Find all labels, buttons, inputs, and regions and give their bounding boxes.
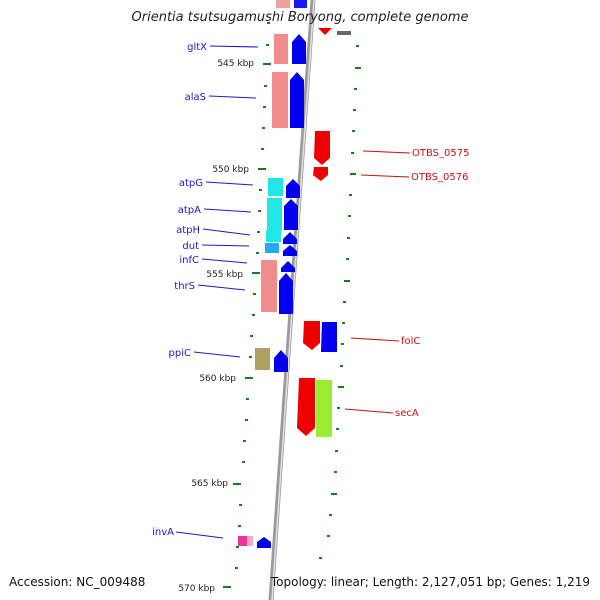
gene-box-atpA[interactable] (267, 198, 282, 230)
feature-top-red (318, 28, 332, 35)
gene-label-gltX[interactable]: gltX (187, 42, 207, 53)
gene-arrow-infC[interactable] (281, 261, 295, 272)
left-label-leaders (175, 45, 259, 539)
gene-label-alaS[interactable]: alaS (185, 92, 206, 103)
gene-box-alaS[interactable] (272, 72, 288, 128)
right-features (297, 131, 337, 437)
kbp-label: 545 kbp (217, 59, 254, 69)
feature-top-grey (337, 31, 351, 35)
gene-label-infC[interactable]: infC (179, 255, 199, 266)
gene-box-atpG[interactable] (268, 178, 283, 196)
left-features (238, 34, 306, 548)
gene-label-OTBS_0575[interactable]: OTBS_0575 (412, 148, 469, 159)
kbp-label: 570 kbp (178, 584, 215, 594)
gene-label-invA[interactable]: invA (152, 527, 174, 538)
kbp-ruler: 545 kbp 550 kbp 555 kbp 560 kbp 565 kbp … (178, 59, 271, 594)
kbp-tick (245, 377, 253, 379)
gene-box-invA-2[interactable] (247, 536, 253, 546)
gene-arrow-invA[interactable] (257, 537, 271, 548)
left-labels: gltX alaS atpG atpA atpH dut infC thrS p… (152, 42, 207, 538)
gene-label-ppiC[interactable]: ppiC (169, 348, 191, 359)
gene-box-secA[interactable] (316, 380, 332, 437)
gene-label-OTBS_0576[interactable]: OTBS_0576 (411, 172, 468, 183)
feature-top-blue (294, 0, 307, 8)
kbp-tick (233, 483, 241, 485)
gene-box-invA[interactable] (238, 536, 247, 546)
gene-label-folC[interactable]: folC (401, 336, 420, 347)
minor-ticks (235, 22, 361, 569)
gene-label-dut[interactable]: dut (182, 241, 199, 252)
gene-label-atpG[interactable]: atpG (179, 178, 203, 189)
gene-arrow-secA-red[interactable] (297, 378, 315, 436)
gene-arrow-thrS[interactable] (279, 273, 293, 314)
gene-label-secA[interactable]: secA (395, 408, 419, 419)
kbp-tick (258, 168, 266, 170)
gene-arrow-atpH[interactable] (283, 232, 297, 244)
accession-label: Accession: NC_009488 (9, 575, 146, 589)
gene-arrow-folC-blue[interactable] (321, 322, 337, 352)
kbp-tick (223, 586, 231, 588)
gene-arrow-dut[interactable] (283, 245, 297, 256)
kbp-tick (263, 63, 271, 65)
gene-box-dut[interactable] (265, 243, 279, 253)
genome-title: Orientia tsutsugamushi Boryong, complete… (131, 10, 469, 25)
right-labels: OTBS_0575 OTBS_0576 folC secA (395, 148, 469, 419)
feature-top-pink (276, 0, 290, 8)
gene-arrow-OTBS_0576[interactable] (313, 167, 328, 181)
gene-arrow-OTBS_0575[interactable] (314, 131, 330, 165)
gene-label-thrS[interactable]: thrS (174, 281, 195, 292)
gene-label-atpA[interactable]: atpA (178, 205, 201, 216)
gene-box-ppiC[interactable] (255, 348, 270, 370)
gene-box-atpH[interactable] (266, 230, 281, 242)
gene-box-gltX[interactable] (274, 34, 288, 64)
kbp-label: 555 kbp (206, 270, 243, 280)
gene-arrow-alaS[interactable] (290, 72, 304, 128)
genome-summary: Topology: linear; Length: 2,127,051 bp; … (270, 575, 590, 589)
gene-label-atpH[interactable]: atpH (176, 225, 200, 236)
kbp-tick (252, 272, 260, 274)
kbp-label: 550 kbp (212, 165, 249, 175)
gene-arrow-atpG[interactable] (286, 179, 300, 198)
gene-arrow-ppiC[interactable] (274, 350, 288, 372)
gene-arrow-folC[interactable] (303, 321, 320, 350)
kbp-label: 560 kbp (199, 374, 236, 384)
gene-box-infC-thrS[interactable] (261, 260, 277, 312)
gene-arrow-gltX[interactable] (292, 34, 306, 64)
kbp-label: 565 kbp (191, 479, 228, 489)
gene-arrow-atpA[interactable] (284, 199, 298, 230)
right-label-leaders (344, 150, 411, 414)
